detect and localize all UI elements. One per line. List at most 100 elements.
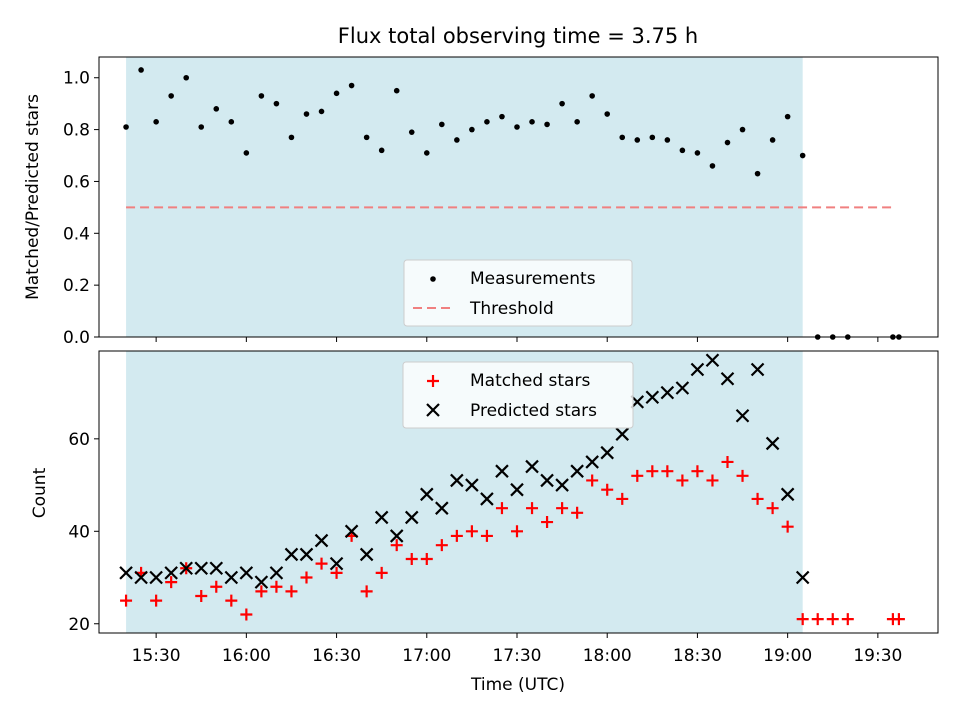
predicted-star-point [585,455,599,469]
predicted-stars-series [119,353,810,589]
matched-star-point [841,613,854,626]
matched-star-point [360,585,373,598]
matched-star-point [330,566,343,579]
chart-title: Flux total observing time = 3.75 h [338,24,698,48]
count-x-tick-label: 16:00 [222,646,271,666]
measurement-point [634,137,641,143]
matched-star-point [150,594,163,607]
ratio-y-tick-label: 0.4 [63,224,90,244]
matched-star-point [300,571,313,584]
measurement-point [258,93,265,99]
predicted-star-point [224,570,239,585]
measurement-point [138,67,144,73]
predicted-star-point [134,570,148,585]
legend-matched-label: Matched stars [470,371,590,391]
predicted-star-point [615,427,630,441]
matched-star-point [811,613,824,626]
predicted-star-point [555,478,569,492]
predicted-star-point [164,566,178,580]
matched-star-point [375,566,388,579]
ratio-y-tick-label: 0.8 [63,121,90,141]
matched-star-point [691,465,704,478]
measurement-point [784,113,791,120]
matched-star-point [120,594,133,607]
predicted-star-point [570,464,584,478]
matched-star-point [480,529,493,542]
matched-star-point [465,525,478,538]
matched-star-point [315,557,328,570]
count-x-tick-label: 18:00 [583,646,632,666]
ratio-measurements [123,67,902,340]
predicted-star-point [299,547,314,562]
legend-matched-marker [427,375,439,387]
count-x-tick-label: 17:30 [492,646,541,666]
measurement-point [589,93,595,99]
matched-star-point [390,539,403,552]
predicted-star-point [750,362,765,377]
legend-threshold-label: Threshold [469,299,554,319]
measurement-point [529,119,535,125]
measurement-point [604,111,611,117]
matched-star-point [405,553,418,566]
predicted-star-point [480,492,494,506]
measurement-point [243,150,250,156]
matched-star-point [541,516,554,529]
measurement-point [213,106,220,112]
measurement-point [664,137,671,143]
count-panel-frame [98,350,939,634]
predicted-star-point [495,464,509,478]
matched-star-point [736,469,749,482]
predicted-star-point [314,533,329,548]
measurement-point [168,93,174,99]
count-y-axis-label: Count [30,467,50,518]
measurement-point [469,126,475,133]
count-x-tick-label: 19:30 [853,646,902,666]
matched-stars-series [120,455,905,626]
ratio-y-ticks: 0.0 0.2 0.4 0.6 0.8 1.0 [63,69,99,348]
count-legend: Matched stars Predicted stars [402,361,634,429]
measurement-point [559,100,565,107]
count-legend-box [402,361,634,429]
predicted-star-point [359,547,374,562]
matched-star-point [255,585,268,598]
matched-star-point [766,502,779,515]
count-y-tick-label: 40 [68,522,90,542]
ratio-y-tick-label: 0.6 [63,172,90,192]
measurement-point [183,74,190,81]
predicted-star-point [705,353,720,368]
matched-star-point [195,590,208,603]
count-panel: 20 40 60 15:30 16:00 16:30 17:00 17:30 18:00 18:… [30,350,939,695]
ratio-legend: Measurements Threshold [403,259,633,327]
measurement-point [724,139,731,146]
matched-star-point [631,469,644,482]
predicted-star-point [510,482,524,497]
matched-star-point [420,553,433,566]
predicted-star-point [239,566,254,580]
predicted-star-point [179,561,193,576]
count-y-ticks: 20 40 60 [68,430,99,635]
measurement-point [619,134,626,141]
matched-star-point [556,502,569,515]
measurement-point [333,90,340,97]
measurement-point [799,152,806,159]
matched-star-point [571,506,584,519]
matched-star-point [721,455,734,468]
matched-star-point [892,613,905,626]
predicted-star-point [209,561,224,576]
matched-star-point [526,502,539,515]
measurement-point [123,124,129,130]
measurement-point [363,134,370,141]
matched-star-point [796,613,809,626]
measurement-point [273,100,280,107]
predicted-star-point [450,473,464,488]
matched-star-point [616,492,629,505]
predicted-star-point [329,556,344,571]
matched-star-point [586,474,599,487]
count-x-tick-label: 19:00 [763,646,812,666]
measurement-point [679,147,686,154]
measurement-point [288,134,295,141]
ratio-y-tick-label: 0.0 [63,328,90,348]
measurement-point [544,121,550,128]
predicted-star-point [254,575,269,589]
measurement-point [484,119,490,125]
